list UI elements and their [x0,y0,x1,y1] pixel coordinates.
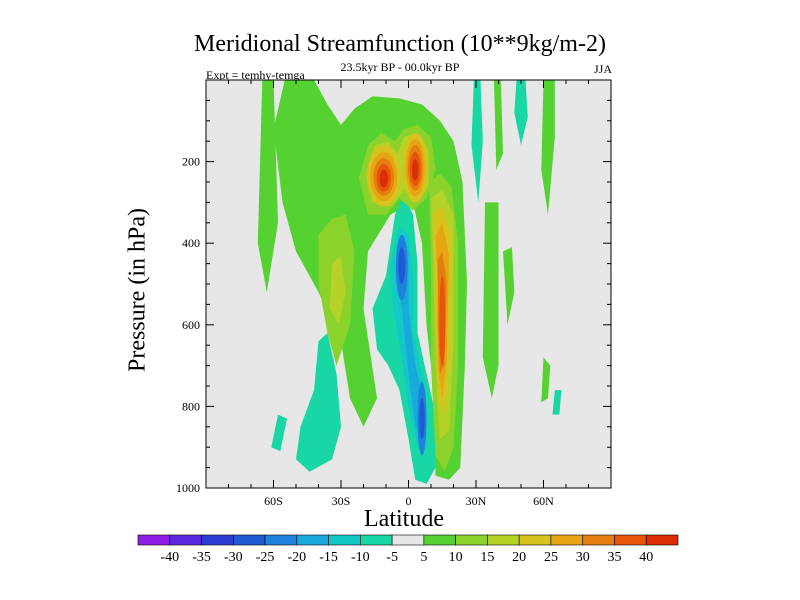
contour-level-5-north-low-patch [541,357,551,403]
contour-level-5-far-north [541,80,555,215]
colorbar-swatch [137,534,171,546]
colorbar-swatch [487,534,520,546]
contour-level-40-upper-east [412,159,419,181]
contour-level-5-north-patch [503,247,515,325]
colorbar-swatch [391,534,425,546]
chart-subtitle: 23.5kyr BP - 00.0kyr BP [340,60,460,74]
contour-level-5-south-strip [257,80,278,293]
contour-level-m5-sw-patch [271,414,287,452]
colorbar-label: -5 [386,550,398,565]
y-tick-label: 800 [182,399,200,413]
contour-level-5-north-strip [494,80,503,170]
colorbar-label: 35 [607,550,621,565]
colorbar-label: 40 [639,550,653,565]
colorbar-label: 15 [480,550,494,565]
colorbar-swatch [614,534,647,546]
contour-level-m5-north-strip [471,80,483,203]
contour-level-m25-core [398,247,406,284]
x-tick-label: 60S [264,494,283,508]
season-label: JJA [593,62,612,76]
colorbar-label: -25 [256,550,275,565]
colorbar-swatch [518,534,552,546]
colorbar-label: 5 [420,550,427,565]
contour-level-15-south-band [329,255,346,325]
colorbar-label: -15 [319,550,338,565]
colorbar-label: 10 [449,550,463,565]
contour-field [257,80,562,484]
contour-level-m5-south-surface [296,333,341,472]
colorbar-swatch [201,534,234,546]
contour-level-40-upper-west [379,169,389,188]
colorbar-swatch [582,534,615,546]
x-tick-label: 60N [533,494,554,508]
contour-level-35-column-core [439,275,446,366]
colorbar-swatch [296,534,329,546]
contour-level-5-north-column [482,202,499,399]
colorbar-label: 20 [512,550,526,565]
colorbar-label: -10 [351,550,370,565]
colorbar-swatch [169,534,202,546]
colorbar-label: -20 [287,550,306,565]
colorbar-label: 30 [576,550,590,565]
y-tick-label: 600 [182,318,200,332]
colorbar-swatch [423,534,456,546]
colorbar-swatch [360,534,393,546]
colorbar-swatch [550,534,584,546]
colorbar-label: 25 [544,550,558,565]
x-tick-label: 30N [466,494,487,508]
colorbar-swatch [264,534,298,546]
y-tick-label: 400 [182,236,200,250]
colorbar-label: -30 [224,550,243,565]
colorbar-label: -35 [192,550,211,565]
colorbar-swatch [232,534,266,546]
colorbar-swatch [328,534,361,546]
y-tick-label: 200 [182,155,200,169]
chart-title: Meridional Streamfunction (10**9kg/m-2) [194,31,606,57]
colorbar-swatch [455,534,488,546]
experiment-label: Expt = temhy-temga [206,68,305,82]
contour-level-m25-lower-lobe [419,398,425,440]
contour-level-m5-north-east [514,80,528,146]
x-axis-title: Latitude [364,506,444,532]
axes-group: 60S 30S 0 30N 60N 200 400 600 800 1000 [176,80,612,508]
colorbar: -40 -35 -30 -25 -20 -15 -10 -5 5 10 15 20 25 30 35 40 [137,534,679,565]
x-tick-label: 30S [332,494,351,508]
contour-level-m5-north-low-patch [552,390,562,415]
x-tick-label: 0 [406,494,412,508]
colorbar-swatch [645,534,679,546]
y-tick-label: 1000 [176,481,200,495]
colorbar-label: -40 [160,550,179,565]
